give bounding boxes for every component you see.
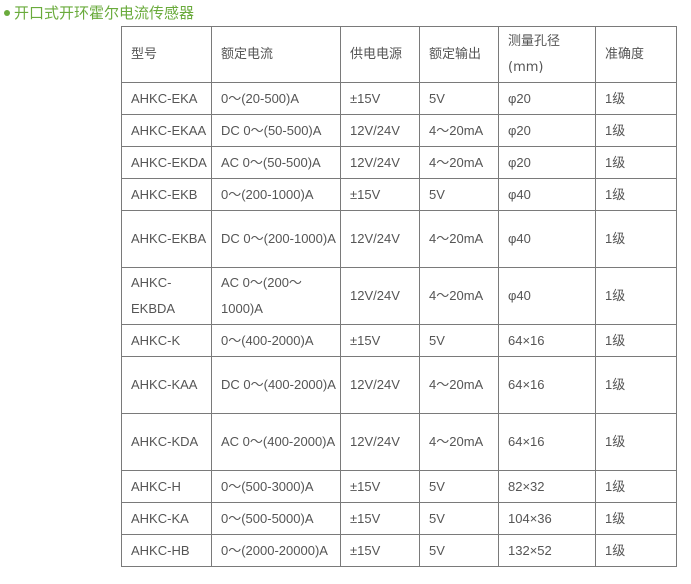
cell-rated-current: 0～(200-1000)A (211, 178, 341, 211)
section-title: 开口式开环霍尔电流传感器 (4, 2, 194, 23)
cell-accuracy: 1级 (595, 82, 677, 115)
cell-rated-output: 5V (419, 324, 499, 357)
table-row: AHKC-EKDA AC 0～(50-500)A 12V/24V 4～20mA φ20 1… (121, 146, 677, 179)
cell-rated-output: 5V (419, 470, 499, 503)
cell-power-supply: 12V/24V (340, 114, 420, 147)
table-row: AHKC-H 0～(500-3000)A ±15V 5V 82×32 1级 (121, 470, 677, 503)
cell-aperture: 104×36 (498, 502, 596, 535)
cell-rated-current: AC 0～(400-2000)A (211, 413, 341, 471)
cell-rated-output: 5V (419, 178, 499, 211)
header-aperture-line2: (mm) (508, 59, 544, 75)
table-header-row: 型号 额定电流 供电电源 额定输出 测量孔径 (mm) 准确度 (121, 26, 677, 83)
cell-power-supply: 12V/24V (340, 267, 420, 325)
cell-rated-output: 5V (419, 534, 499, 567)
cell-rated-current: 0～(400-2000)A (211, 324, 341, 357)
cell-aperture: φ40 (498, 210, 596, 268)
bullet-icon (4, 9, 10, 16)
cell-model: AHKC-KAA (121, 356, 212, 414)
cell-rated-output: 4～20mA (419, 356, 499, 414)
cell-rated-output: 4～20mA (419, 210, 499, 268)
section-title-text: 开口式开环霍尔电流传感器 (14, 4, 195, 22)
cell-rated-current: DC 0～(400-2000)A (211, 356, 341, 414)
cell-power-supply: ±15V (340, 534, 420, 567)
header-rated-output: 额定输出 (419, 26, 499, 83)
cell-aperture: 132×52 (498, 534, 596, 567)
cell-aperture: φ20 (498, 146, 596, 179)
cell-model: AHKC-HB (121, 534, 212, 567)
cell-power-supply: ±15V (340, 324, 420, 357)
cell-accuracy: 1级 (595, 534, 677, 567)
cell-rated-output: 5V (419, 502, 499, 535)
cell-power-supply: ±15V (340, 502, 420, 535)
header-aperture: 测量孔径 (mm) (498, 26, 596, 83)
cell-power-supply: ±15V (340, 470, 420, 503)
cell-rated-current: DC 0～(50-500)A (211, 114, 341, 147)
table-row: AHKC-KAA DC 0～(400-2000)A 12V/24V 4～20mA 64×… (121, 356, 677, 414)
table-row: AHKC-HB 0～(2000-20000)A ±15V 5V 132×52 1级 (121, 534, 677, 567)
cell-accuracy: 1级 (595, 178, 677, 211)
cell-accuracy: 1级 (595, 324, 677, 357)
table-row: AHKC-EKA 0～(20-500)A ±15V 5V φ20 1级 (121, 82, 677, 115)
cell-accuracy: 1级 (595, 356, 677, 414)
cell-rated-output: 5V (419, 82, 499, 115)
cell-rated-current: 0～(500-3000)A (211, 470, 341, 503)
cell-aperture: 82×32 (498, 470, 596, 503)
cell-model: AHKC-EKBA (121, 210, 212, 268)
cell-accuracy: 1级 (595, 470, 677, 503)
cell-rated-current: AC 0～(50-500)A (211, 146, 341, 179)
cell-power-supply: 12V/24V (340, 146, 420, 179)
cell-accuracy: 1级 (595, 210, 677, 268)
cell-aperture: φ40 (498, 178, 596, 211)
cell-model: AHKC-EKDA (121, 146, 212, 179)
cell-rated-current: AC 0～(200～1000)A (211, 267, 341, 325)
cell-rated-current: 0～(20-500)A (211, 82, 341, 115)
cell-aperture: 64×16 (498, 413, 596, 471)
cell-power-supply: ±15V (340, 82, 420, 115)
table-row: AHKC-EKBA DC 0～(200-1000)A 12V/24V 4～20mA φ4… (121, 210, 677, 268)
cell-power-supply: 12V/24V (340, 356, 420, 414)
cell-power-supply: 12V/24V (340, 413, 420, 471)
table-row: AHKC-K 0～(400-2000)A ±15V 5V 64×16 1级 (121, 324, 677, 357)
cell-rated-output: 4～20mA (419, 114, 499, 147)
cell-model: AHKC-KA (121, 502, 212, 535)
table-row: AHKC-EKBDA AC 0～(200～1000)A 12V/24V 4～20mA φ… (121, 267, 677, 325)
table-row: AHKC-EKAA DC 0～(50-500)A 12V/24V 4～20mA φ20 1… (121, 114, 677, 147)
cell-power-supply: ±15V (340, 178, 420, 211)
cell-accuracy: 1级 (595, 267, 677, 325)
cell-model: AHKC-EKB (121, 178, 212, 211)
cell-rated-output: 4～20mA (419, 413, 499, 471)
cell-model: AHKC-H (121, 470, 212, 503)
cell-aperture: 64×16 (498, 356, 596, 414)
table-row: AHKC-KDA AC 0～(400-2000)A 12V/24V 4～20mA 64×… (121, 413, 677, 471)
cell-rated-current: 0～(2000-20000)A (211, 534, 341, 567)
cell-accuracy: 1级 (595, 502, 677, 535)
cell-model: AHKC-EKAA (121, 114, 212, 147)
cell-rated-current: 0～(500-5000)A (211, 502, 341, 535)
table-row: AHKC-KA 0～(500-5000)A ±15V 5V 104×36 1级 (121, 502, 677, 535)
cell-accuracy: 1级 (595, 146, 677, 179)
cell-model: AHKC-EKA (121, 82, 212, 115)
cell-aperture: φ20 (498, 114, 596, 147)
cell-rated-output: 4～20mA (419, 267, 499, 325)
cell-power-supply: 12V/24V (340, 210, 420, 268)
cell-model: AHKC-EKBDA (121, 267, 212, 325)
cell-accuracy: 1级 (595, 413, 677, 471)
cell-model: AHKC-KDA (121, 413, 212, 471)
header-power-supply: 供电电源 (340, 26, 420, 83)
cell-aperture: φ40 (498, 267, 596, 325)
product-spec-table: 型号 额定电流 供电电源 额定输出 测量孔径 (mm) 准确度 AHKC-EKA 0… (121, 26, 677, 567)
header-aperture-line1: 测量孔径 (508, 33, 561, 49)
header-accuracy: 准确度 (595, 26, 677, 83)
cell-model: AHKC-K (121, 324, 212, 357)
header-rated-current: 额定电流 (211, 26, 341, 83)
cell-rated-output: 4～20mA (419, 146, 499, 179)
cell-aperture: φ20 (498, 82, 596, 115)
header-model: 型号 (121, 26, 212, 83)
cell-accuracy: 1级 (595, 114, 677, 147)
table-row: AHKC-EKB 0～(200-1000)A ±15V 5V φ40 1级 (121, 178, 677, 211)
cell-rated-current: DC 0～(200-1000)A (211, 210, 341, 268)
cell-aperture: 64×16 (498, 324, 596, 357)
